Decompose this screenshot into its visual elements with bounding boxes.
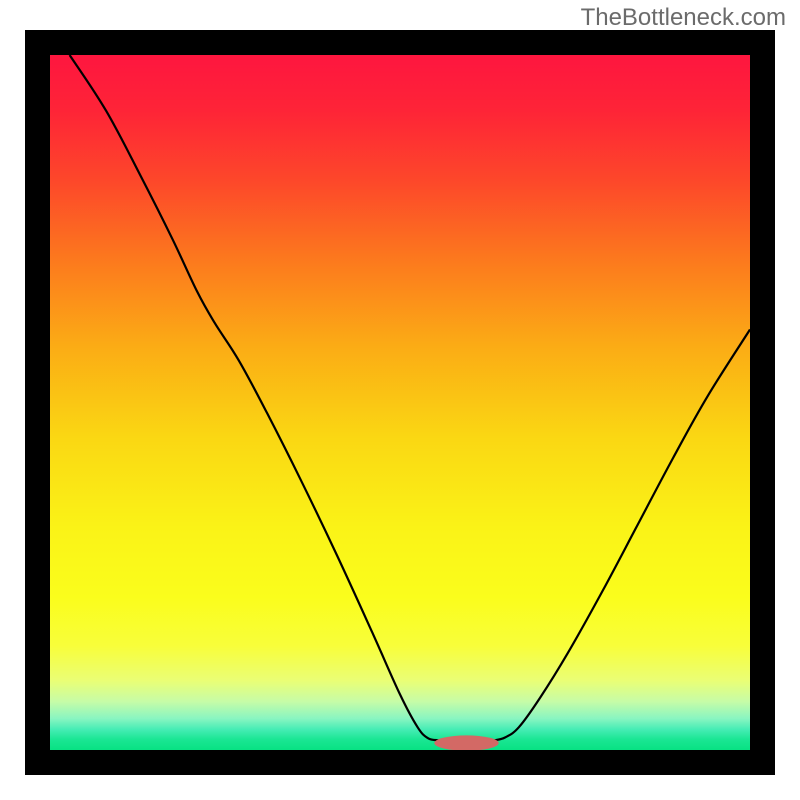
gradient-background [50,55,750,750]
chart-svg [25,30,775,775]
chart-container: TheBottleneck.com [0,0,800,800]
bottom-marker [434,735,498,750]
plot-area [25,30,775,775]
watermark-text: TheBottleneck.com [581,4,786,32]
